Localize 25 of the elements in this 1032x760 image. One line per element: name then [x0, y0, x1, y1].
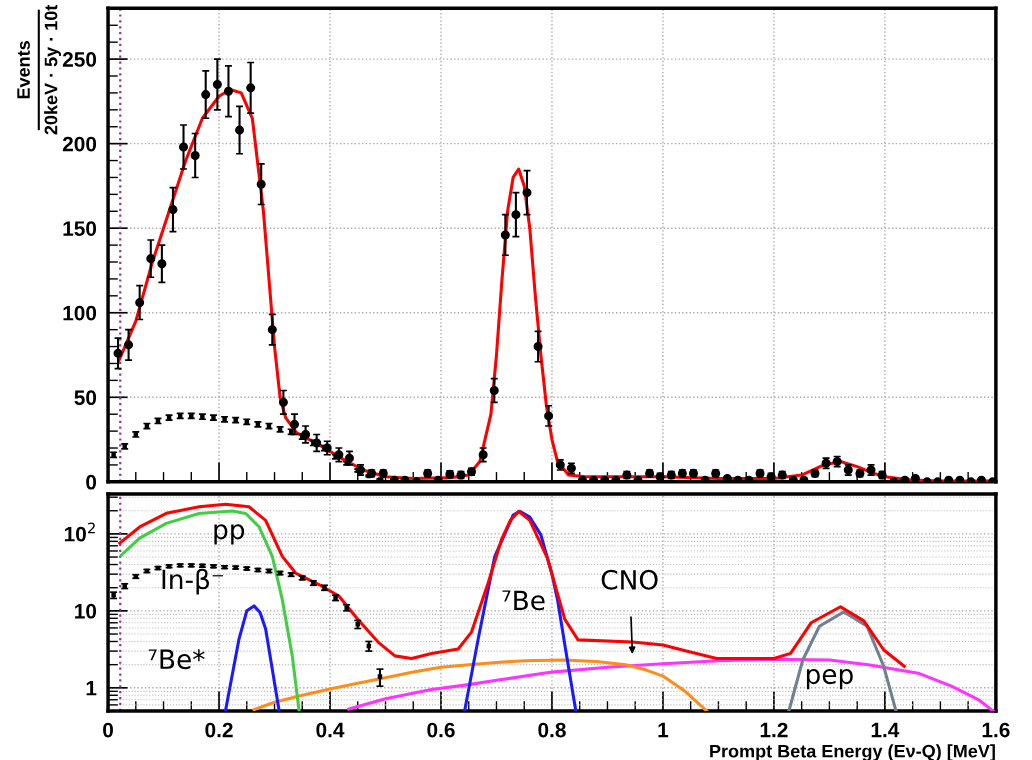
x-tick-label: 0.2 — [205, 722, 233, 738]
x-tick-label: 0.6 — [427, 722, 455, 738]
y-tick-label: 100 — [63, 305, 97, 321]
x-tick-label: 1.6 — [982, 722, 1010, 738]
annotation: pep — [806, 668, 853, 690]
y-tick-label: 200 — [62, 136, 97, 152]
x-tick-label: 1.2 — [760, 722, 788, 738]
x-tick-label: 0 — [103, 722, 113, 738]
x-tick-label: 1.4 — [871, 722, 900, 738]
y-tick-label: 10 — [75, 603, 97, 619]
y-tick-label: 50 — [74, 390, 97, 406]
annotation: ⁷Be — [502, 590, 545, 611]
x-tick-label: 0.8 — [538, 722, 566, 738]
annotation: ⁷Be* — [148, 649, 205, 670]
y-tick-label: 0 — [86, 474, 97, 490]
y-axis-title: Events 20keV · 5y · 10t — [17, 4, 61, 135]
annotation: In-β⁻ — [162, 568, 224, 595]
y-tick-label: 10$^{2}$ — [64, 522, 95, 542]
y-tick-label: 1 — [86, 681, 97, 696]
x-tick-label: 0.4 — [316, 722, 345, 738]
y-tick-label: 250 — [62, 52, 97, 67]
annotation: pp — [214, 524, 245, 545]
y-tick-label: 150 — [63, 221, 97, 236]
x-tick-label: 1 — [658, 722, 669, 738]
annotation: CNO — [601, 569, 658, 590]
